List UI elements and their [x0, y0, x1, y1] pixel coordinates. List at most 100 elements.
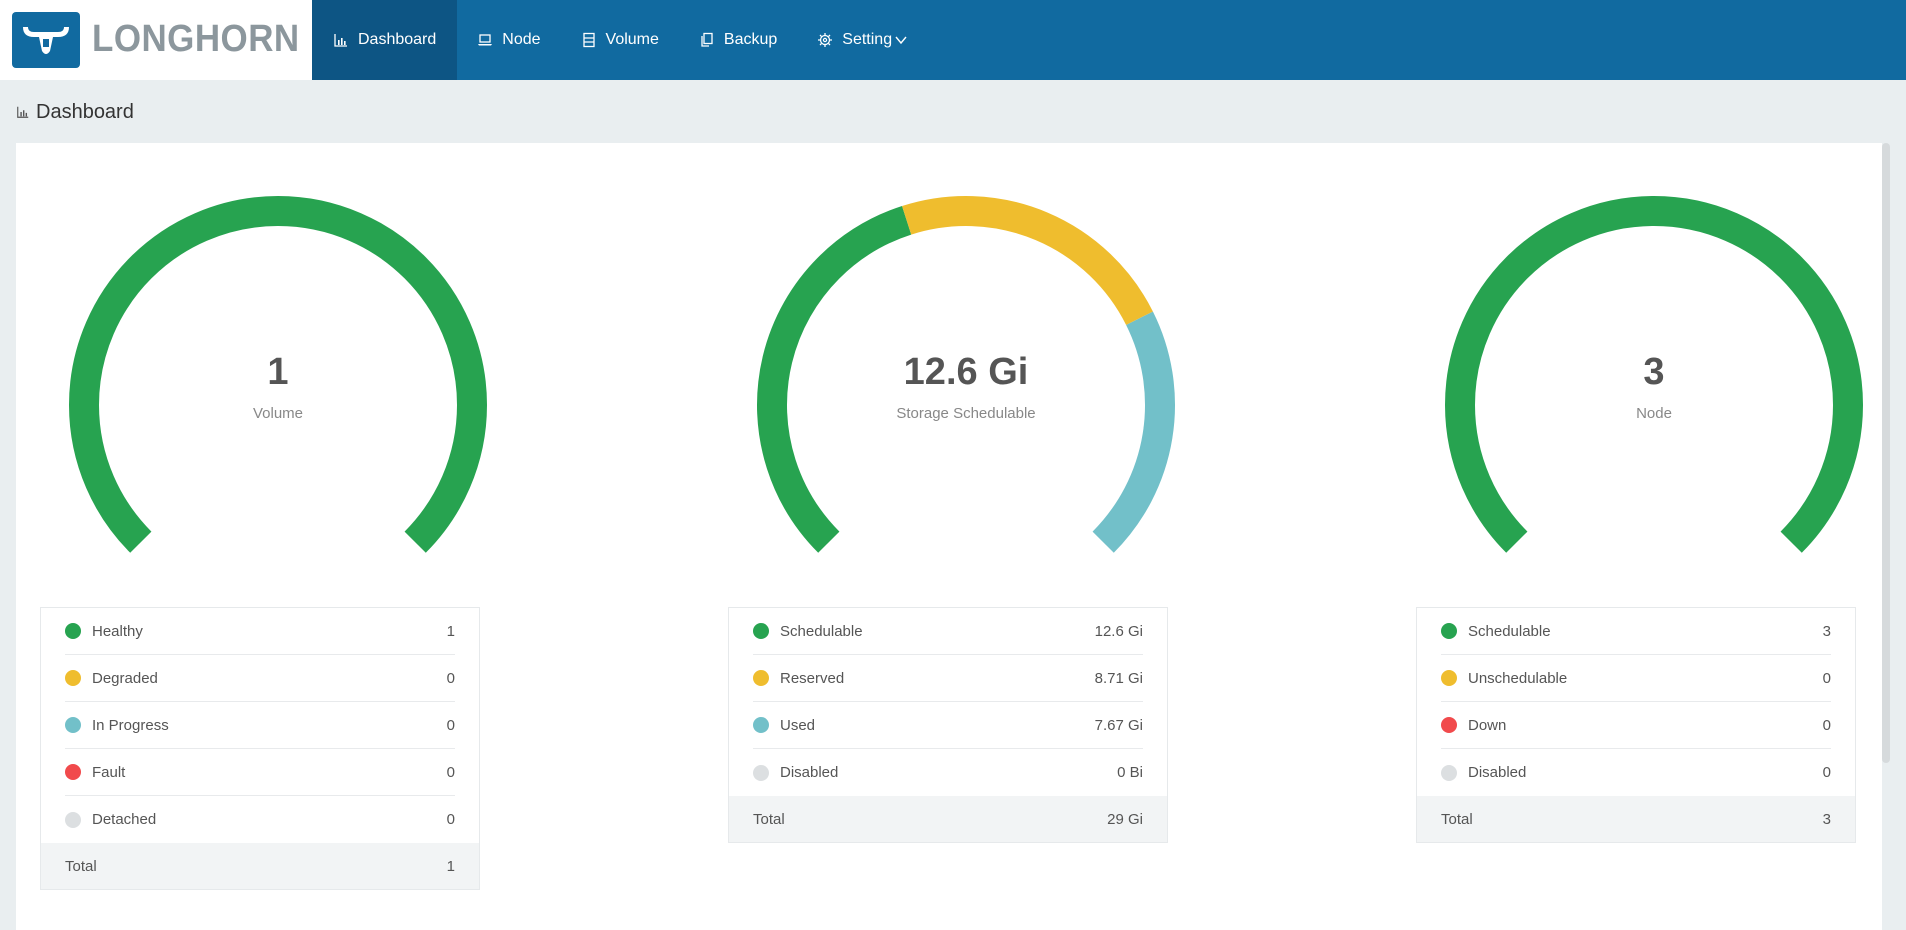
node-gauge-arc [1445, 196, 1863, 553]
legend-row[interactable]: Healthy 1 [65, 608, 455, 655]
legend-label: Reserved [780, 669, 845, 687]
legend-value: 0 [1822, 669, 1831, 687]
legend-value: 12.6 Gi [1094, 622, 1143, 640]
legend-row[interactable]: Degraded 0 [65, 655, 455, 702]
logo[interactable]: LONGHORN [0, 0, 312, 80]
schedulable-dot [1441, 623, 1457, 639]
legend-label: In Progress [92, 716, 169, 734]
nav-volume[interactable]: Volume [561, 0, 679, 80]
legend-label: Unschedulable [1468, 669, 1568, 687]
disabled-dot [753, 764, 769, 781]
nav-dashboard-label: Dashboard [358, 31, 437, 48]
nav-dashboard[interactable]: Dashboard [312, 0, 458, 80]
fault-dot [65, 764, 81, 780]
top-navbar: LONGHORN Dashboard Node Volume [0, 0, 1906, 80]
vertical-scrollbar[interactable] [1882, 143, 1890, 763]
legend-value: 0 Bi [1117, 764, 1143, 781]
volume-legend: Healthy 1 Degraded 0 In Progress 0 Fault… [40, 607, 480, 890]
bar-chart-icon [334, 34, 347, 47]
gear-icon [818, 33, 833, 47]
degraded-dot [65, 670, 81, 686]
nav-node[interactable]: Node [457, 0, 560, 80]
legend-row[interactable]: Schedulable 12.6 Gi [753, 608, 1143, 655]
legend-total: Total 1 [41, 843, 479, 889]
legend-row[interactable]: Disabled 0 Bi [753, 749, 1143, 796]
volume-count: 1 [267, 351, 289, 393]
legend-label: Detached [92, 811, 157, 828]
legend-label: Disabled [1468, 764, 1527, 781]
storage-legend: Schedulable 12.6 Gi Reserved 8.71 Gi Use… [728, 607, 1168, 843]
legend-row[interactable]: Schedulable 3 [1441, 608, 1831, 655]
nav-volume-label: Volume [605, 31, 659, 48]
legend-value: 0 [1822, 764, 1831, 781]
legend-label: Degraded [92, 669, 158, 687]
volume-label: Volume [252, 405, 304, 422]
total-label: Total [65, 857, 97, 875]
legend-value: 0 [446, 716, 455, 734]
gauge-segment [757, 206, 912, 553]
legend-total: Total 29 Gi [729, 796, 1167, 842]
used-dot [753, 717, 769, 733]
storage-schedulable-value: 12.6 Gi [903, 351, 1029, 393]
legend-value: 7.67 Gi [1094, 716, 1143, 734]
total-value: 3 [1822, 810, 1831, 828]
detached-dot [65, 811, 81, 828]
storage-gauge-arc [757, 196, 1175, 553]
legend-label: Healthy [92, 622, 143, 640]
total-label: Total [1441, 810, 1473, 828]
legend-row[interactable]: Down 0 [1441, 702, 1831, 749]
legend-label: Used [780, 716, 816, 734]
legend-value: 0 [446, 811, 455, 828]
down-dot [1441, 717, 1457, 733]
legend-label: Down [1468, 716, 1507, 734]
legend-row[interactable]: Fault 0 [65, 749, 455, 796]
legend-label: Disabled [780, 764, 839, 781]
legend-label: Schedulable [780, 622, 863, 640]
nav-backup[interactable]: Backup [679, 0, 797, 80]
unschedulable-dot [1441, 670, 1457, 686]
node-legend: Schedulable 3 Unschedulable 0 Down 0 Dis… [1416, 607, 1856, 843]
page-title-text: Dashboard [36, 100, 134, 123]
legend-row[interactable]: Reserved 8.71 Gi [753, 655, 1143, 702]
copy-icon [701, 32, 713, 47]
in-progress-dot [65, 717, 81, 733]
legend-value: 8.71 Gi [1094, 669, 1143, 687]
legend-value: 3 [1822, 622, 1831, 640]
legend-value: 0 [1822, 716, 1831, 734]
legend-label: Schedulable [1468, 622, 1551, 640]
legend-label: Fault [92, 763, 126, 781]
total-value: 29 Gi [1107, 810, 1143, 828]
gauge-segment [902, 196, 1153, 326]
storage-gauge: 12.6 Gi Storage Schedulable [744, 183, 1188, 603]
volume-gauge-arc [69, 196, 487, 553]
node-gauge: 3 Node [1432, 183, 1876, 603]
legend-row[interactable]: Detached 0 [65, 796, 455, 843]
laptop-icon [478, 34, 493, 46]
gauge-segment [1092, 311, 1175, 553]
node-count: 3 [1643, 351, 1665, 393]
legend-row[interactable]: Disabled 0 [1441, 749, 1831, 796]
schedulable-dot [753, 623, 769, 639]
database-icon [582, 32, 595, 48]
main-nav: Dashboard Node Volume Backup [312, 0, 927, 80]
total-label: Total [753, 810, 785, 828]
dashboard-panel: 1 Volume Healthy 1 Degraded 0 In Progres… [16, 143, 1882, 930]
longhorn-logo-icon [12, 12, 80, 68]
reserved-dot [753, 670, 769, 686]
app-name: LONGHORN [92, 18, 300, 60]
disabled-dot [1441, 764, 1457, 781]
legend-value: 1 [446, 622, 455, 640]
storage-label: Storage Schedulable [896, 405, 1036, 422]
nav-setting[interactable]: Setting [797, 0, 927, 80]
legend-row[interactable]: In Progress 0 [65, 702, 455, 749]
legend-row[interactable]: Used 7.67 Gi [753, 702, 1143, 749]
page-title: Dashboard [16, 99, 134, 125]
gauge-segment [1445, 196, 1863, 553]
nav-setting-label: Setting [842, 31, 893, 48]
bar-chart-icon [17, 106, 29, 118]
legend-total: Total 3 [1417, 796, 1855, 842]
node-label: Node [1636, 405, 1672, 422]
volume-gauge: 1 Volume [56, 183, 500, 603]
legend-value: 0 [446, 669, 455, 687]
legend-row[interactable]: Unschedulable 0 [1441, 655, 1831, 702]
